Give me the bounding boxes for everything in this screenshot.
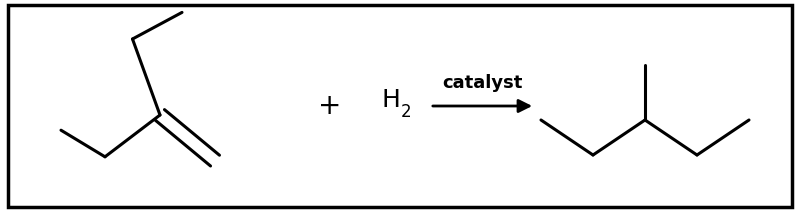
Text: 2: 2	[401, 103, 412, 121]
Text: +: +	[318, 92, 342, 120]
Text: catalyst: catalyst	[442, 74, 522, 92]
Text: H: H	[382, 88, 401, 112]
